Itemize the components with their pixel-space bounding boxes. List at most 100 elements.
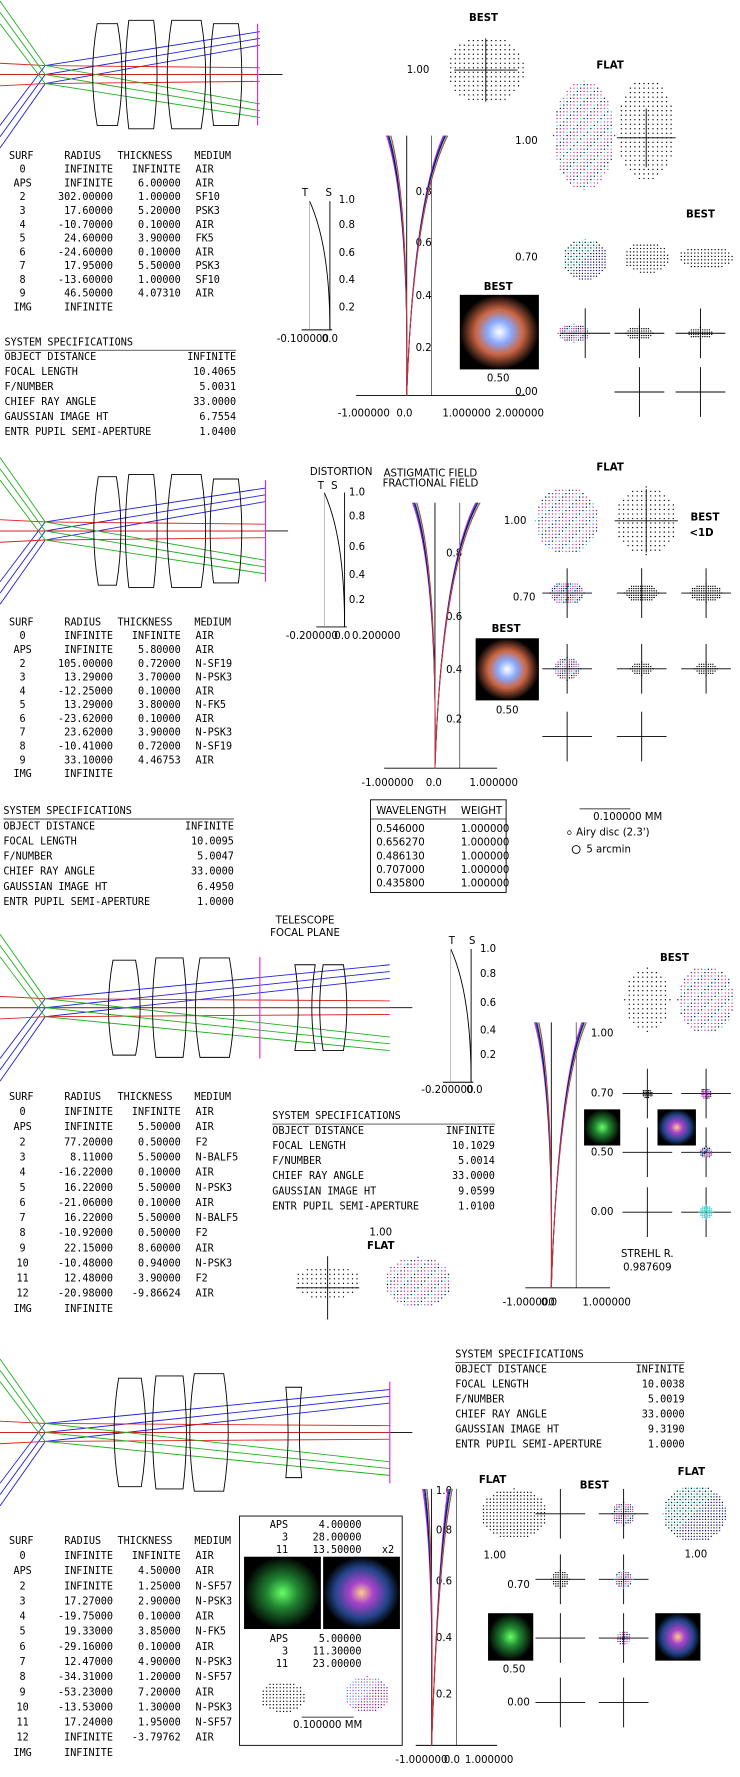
table-cell: -19.75000 xyxy=(58,1612,113,1623)
spot-dot xyxy=(566,161,568,164)
spot-dot xyxy=(631,495,634,497)
spot-dot xyxy=(665,150,668,153)
spot-dot xyxy=(563,601,565,603)
spot-dot xyxy=(369,1681,371,1683)
spot-dot xyxy=(633,251,635,253)
spot-dot xyxy=(702,331,704,333)
spot-dot xyxy=(486,1498,488,1500)
spot-dot xyxy=(563,148,565,150)
spot-dot xyxy=(642,594,644,597)
spot-dot xyxy=(656,264,659,267)
spot-dot xyxy=(630,590,633,592)
spot-dot xyxy=(638,168,641,171)
spot-dot xyxy=(711,975,713,977)
spot-dot xyxy=(575,526,577,529)
spot-dot xyxy=(711,1005,713,1008)
spot-dot xyxy=(626,1638,628,1640)
spot-dot xyxy=(548,499,550,502)
spot-dot xyxy=(320,1278,322,1280)
spot-dot xyxy=(702,1152,704,1155)
spot-dot xyxy=(704,1026,706,1028)
spot-dot xyxy=(586,185,589,188)
spot-dot xyxy=(596,111,599,113)
spot-dot xyxy=(629,1576,632,1578)
spot-dot xyxy=(646,258,649,260)
spot-dot xyxy=(704,999,706,1001)
spot-dot xyxy=(383,1704,385,1706)
spot-dot xyxy=(576,148,578,150)
spot-dot xyxy=(595,523,598,525)
spot-dot xyxy=(417,1293,419,1296)
spot-dot xyxy=(709,585,712,587)
spot-dot xyxy=(645,328,647,330)
spot-dot xyxy=(563,97,565,99)
spot-dot xyxy=(564,1585,566,1587)
spot-dot xyxy=(702,1524,704,1526)
spot-dot xyxy=(586,121,589,123)
spot-dot xyxy=(670,146,672,148)
spot-dot xyxy=(646,981,649,983)
spot-dot xyxy=(534,520,537,522)
spot-dot xyxy=(577,325,580,328)
spot-dot xyxy=(565,601,567,603)
spot-dot xyxy=(580,330,582,332)
spot-dot xyxy=(622,1585,625,1587)
table-cell: 3.80000 xyxy=(138,700,181,711)
plot-label: BEST xyxy=(660,953,689,964)
spot-dot xyxy=(618,1571,620,1574)
spot-dot xyxy=(420,1290,423,1292)
spot-dot xyxy=(629,132,632,134)
spot-dot xyxy=(634,150,636,153)
spot-dot xyxy=(472,53,475,55)
spot-dot xyxy=(703,1216,706,1218)
spot-dot xyxy=(707,670,710,672)
spot-dot xyxy=(486,49,488,51)
table-cell: 17.95000 xyxy=(64,261,113,272)
spot-dot xyxy=(556,141,558,144)
spot-dot xyxy=(650,258,652,260)
spot-dot xyxy=(585,513,588,515)
spot-dot xyxy=(459,49,461,51)
spot-dot xyxy=(444,1273,446,1275)
spot-dot xyxy=(670,1530,673,1532)
spot-dot xyxy=(472,98,475,101)
spot-dot xyxy=(714,259,716,261)
spot-dot xyxy=(566,114,568,116)
table-cell: F2 xyxy=(195,1137,207,1148)
spot-dot xyxy=(555,533,557,536)
spot-dot xyxy=(700,1151,702,1153)
spot-dot xyxy=(576,94,578,96)
spot-dot xyxy=(509,1498,512,1500)
spot-dot xyxy=(707,252,710,254)
ray xyxy=(0,1402,390,1507)
spot-dot xyxy=(563,155,565,157)
spot-dot xyxy=(420,1270,423,1272)
spot-dot xyxy=(351,1291,354,1294)
spot-dot xyxy=(586,172,589,174)
spot-dot xyxy=(629,247,632,250)
spot-dot xyxy=(650,254,652,256)
spot-dot xyxy=(506,1495,508,1497)
spot-dot xyxy=(324,1269,327,1271)
spot-dot xyxy=(393,1270,395,1272)
plot-label: BEST xyxy=(690,512,719,523)
table-cell: 0.10000 xyxy=(138,247,181,258)
spot-dot xyxy=(504,71,506,73)
spot-dot xyxy=(687,1513,690,1515)
table-cell: 0.10000 xyxy=(138,1612,181,1623)
plot-label: 0.0 xyxy=(396,408,412,419)
spot-dot xyxy=(582,330,584,332)
spot-dot xyxy=(496,1501,498,1504)
spot-dot xyxy=(616,1519,618,1522)
spot-dot xyxy=(714,585,716,587)
spot-dot xyxy=(665,105,668,107)
spot-dot xyxy=(636,244,638,246)
spot-dot xyxy=(643,261,645,263)
spot-dot xyxy=(481,53,484,55)
spot-dot xyxy=(559,659,562,661)
spot-dot xyxy=(417,1273,419,1275)
spot-dot xyxy=(555,672,557,674)
spot-dot xyxy=(631,549,634,551)
spot-dot xyxy=(564,334,566,337)
spot-dot xyxy=(670,128,672,130)
